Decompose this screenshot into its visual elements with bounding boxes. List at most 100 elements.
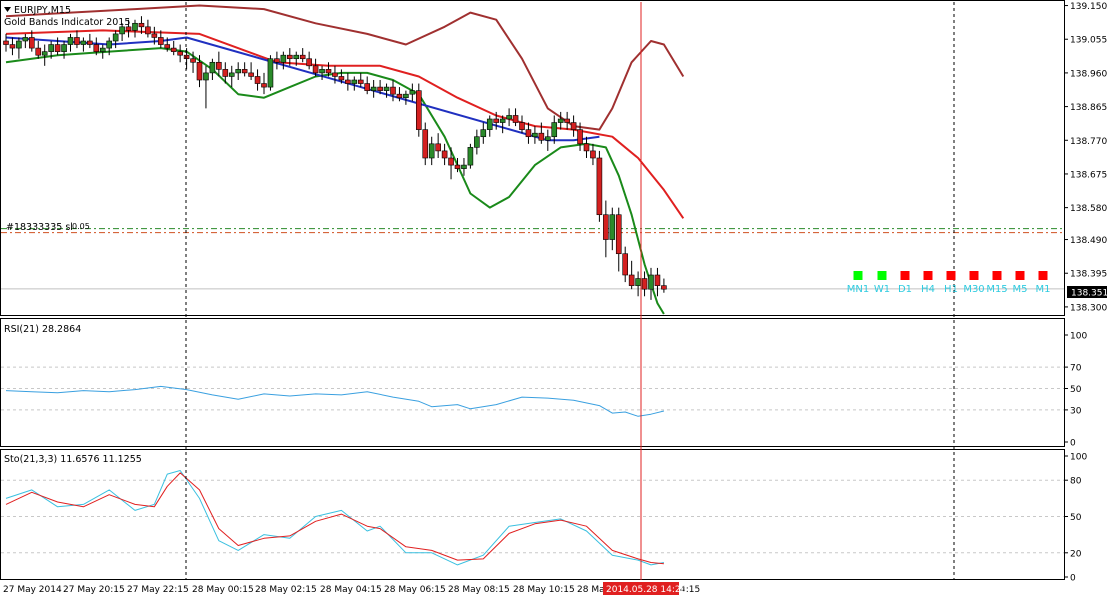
price-tick-label: 138.300 bbox=[1070, 303, 1107, 313]
timeframe-label: D1 bbox=[898, 284, 912, 295]
candle bbox=[312, 58, 319, 77]
candle bbox=[422, 122, 429, 166]
candle bbox=[61, 41, 67, 59]
candle-body bbox=[461, 164, 467, 169]
candle bbox=[538, 122, 545, 144]
osc-tick-label: 80 bbox=[1070, 477, 1082, 487]
candle bbox=[641, 271, 648, 297]
candle bbox=[648, 267, 654, 300]
candle-body bbox=[609, 214, 616, 240]
candle-body bbox=[28, 37, 35, 49]
signal-square bbox=[946, 271, 956, 280]
candle-body bbox=[119, 26, 125, 35]
cursor-time-label: 2014.05.28 14:20 bbox=[606, 585, 687, 595]
candle-body bbox=[138, 22, 145, 28]
symbol-menu-icon[interactable] bbox=[4, 7, 11, 12]
price-tick-label: 138.395 bbox=[1070, 270, 1107, 280]
timeframe-signal-w1: W1 bbox=[874, 271, 890, 295]
candle bbox=[603, 200, 609, 258]
candle-body bbox=[422, 129, 429, 159]
candle bbox=[235, 62, 241, 80]
candle-body bbox=[351, 79, 358, 84]
osc-tick-label: 100 bbox=[1070, 453, 1087, 463]
candle bbox=[254, 69, 261, 91]
signal-square bbox=[992, 271, 1002, 280]
candle bbox=[54, 37, 61, 56]
price-tick-label: 138.770 bbox=[1070, 137, 1107, 147]
candle bbox=[99, 44, 106, 59]
timeframe-label: H4 bbox=[921, 284, 935, 295]
candle bbox=[454, 158, 461, 173]
candle-body bbox=[615, 214, 622, 255]
candle-body bbox=[112, 33, 119, 42]
candle-body bbox=[299, 54, 306, 60]
candle bbox=[222, 62, 229, 84]
candle-body bbox=[99, 47, 106, 52]
candle bbox=[403, 90, 409, 105]
candle bbox=[577, 122, 583, 151]
candle bbox=[467, 143, 474, 169]
candle bbox=[274, 51, 280, 70]
candle bbox=[48, 41, 54, 59]
candle-body bbox=[583, 143, 590, 152]
timeframe-signal-m30: M30 bbox=[963, 271, 985, 295]
candle bbox=[325, 62, 332, 77]
candle bbox=[525, 122, 532, 144]
candle-body bbox=[209, 61, 216, 74]
timeframe-signal-h4: H4 bbox=[921, 271, 935, 295]
candle-body bbox=[635, 278, 641, 286]
time-tick-label: 27 May 22:15 bbox=[127, 585, 189, 595]
candle-body bbox=[454, 164, 461, 169]
candle-body bbox=[332, 72, 338, 77]
candle bbox=[370, 80, 377, 98]
candle-body bbox=[41, 51, 48, 56]
price-tick-label: 139.150 bbox=[1070, 2, 1107, 12]
candle bbox=[119, 23, 125, 41]
candle-body bbox=[448, 157, 454, 166]
candle-body bbox=[390, 86, 396, 95]
candle-body bbox=[325, 69, 332, 74]
sto-chart-layer bbox=[1, 470, 1064, 566]
candle-body bbox=[22, 37, 29, 42]
candle-body bbox=[532, 132, 538, 138]
candle-body bbox=[474, 136, 480, 148]
main-chart-layer bbox=[1, 4, 1064, 315]
candle-body bbox=[235, 69, 241, 74]
candle-body bbox=[557, 118, 564, 123]
candle bbox=[357, 72, 364, 88]
candle bbox=[145, 19, 151, 38]
candle bbox=[396, 87, 403, 102]
candle bbox=[177, 44, 183, 63]
time-tick-label: 28 May 06:15 bbox=[384, 585, 446, 595]
candle-body bbox=[596, 157, 603, 216]
candle bbox=[93, 37, 100, 56]
candle bbox=[228, 65, 235, 88]
candle bbox=[125, 19, 132, 38]
candle-body bbox=[345, 79, 351, 84]
candle-body bbox=[622, 253, 629, 276]
candle bbox=[622, 246, 629, 283]
candle bbox=[3, 33, 9, 52]
candle bbox=[22, 33, 29, 49]
time-tick-label: 28 May 10:15 bbox=[513, 585, 575, 595]
indicator-name: Gold Bands Indicator 2015 bbox=[4, 17, 130, 28]
candle bbox=[351, 76, 358, 91]
candle-body bbox=[222, 69, 229, 77]
candle-body bbox=[538, 132, 545, 141]
candle bbox=[203, 65, 209, 109]
candle bbox=[332, 65, 338, 84]
candle bbox=[209, 58, 216, 80]
candle-body bbox=[216, 61, 222, 70]
signal-square bbox=[923, 271, 933, 280]
osc-tick-label: 0 bbox=[1070, 439, 1076, 449]
candle-body bbox=[241, 69, 248, 74]
candle bbox=[596, 150, 603, 222]
candle bbox=[590, 143, 596, 166]
candle bbox=[345, 72, 351, 91]
candle-body bbox=[9, 44, 16, 49]
candle-body bbox=[67, 37, 74, 45]
current-price-badge bbox=[1067, 286, 1107, 298]
candle-body bbox=[506, 115, 512, 120]
candle bbox=[377, 80, 383, 95]
